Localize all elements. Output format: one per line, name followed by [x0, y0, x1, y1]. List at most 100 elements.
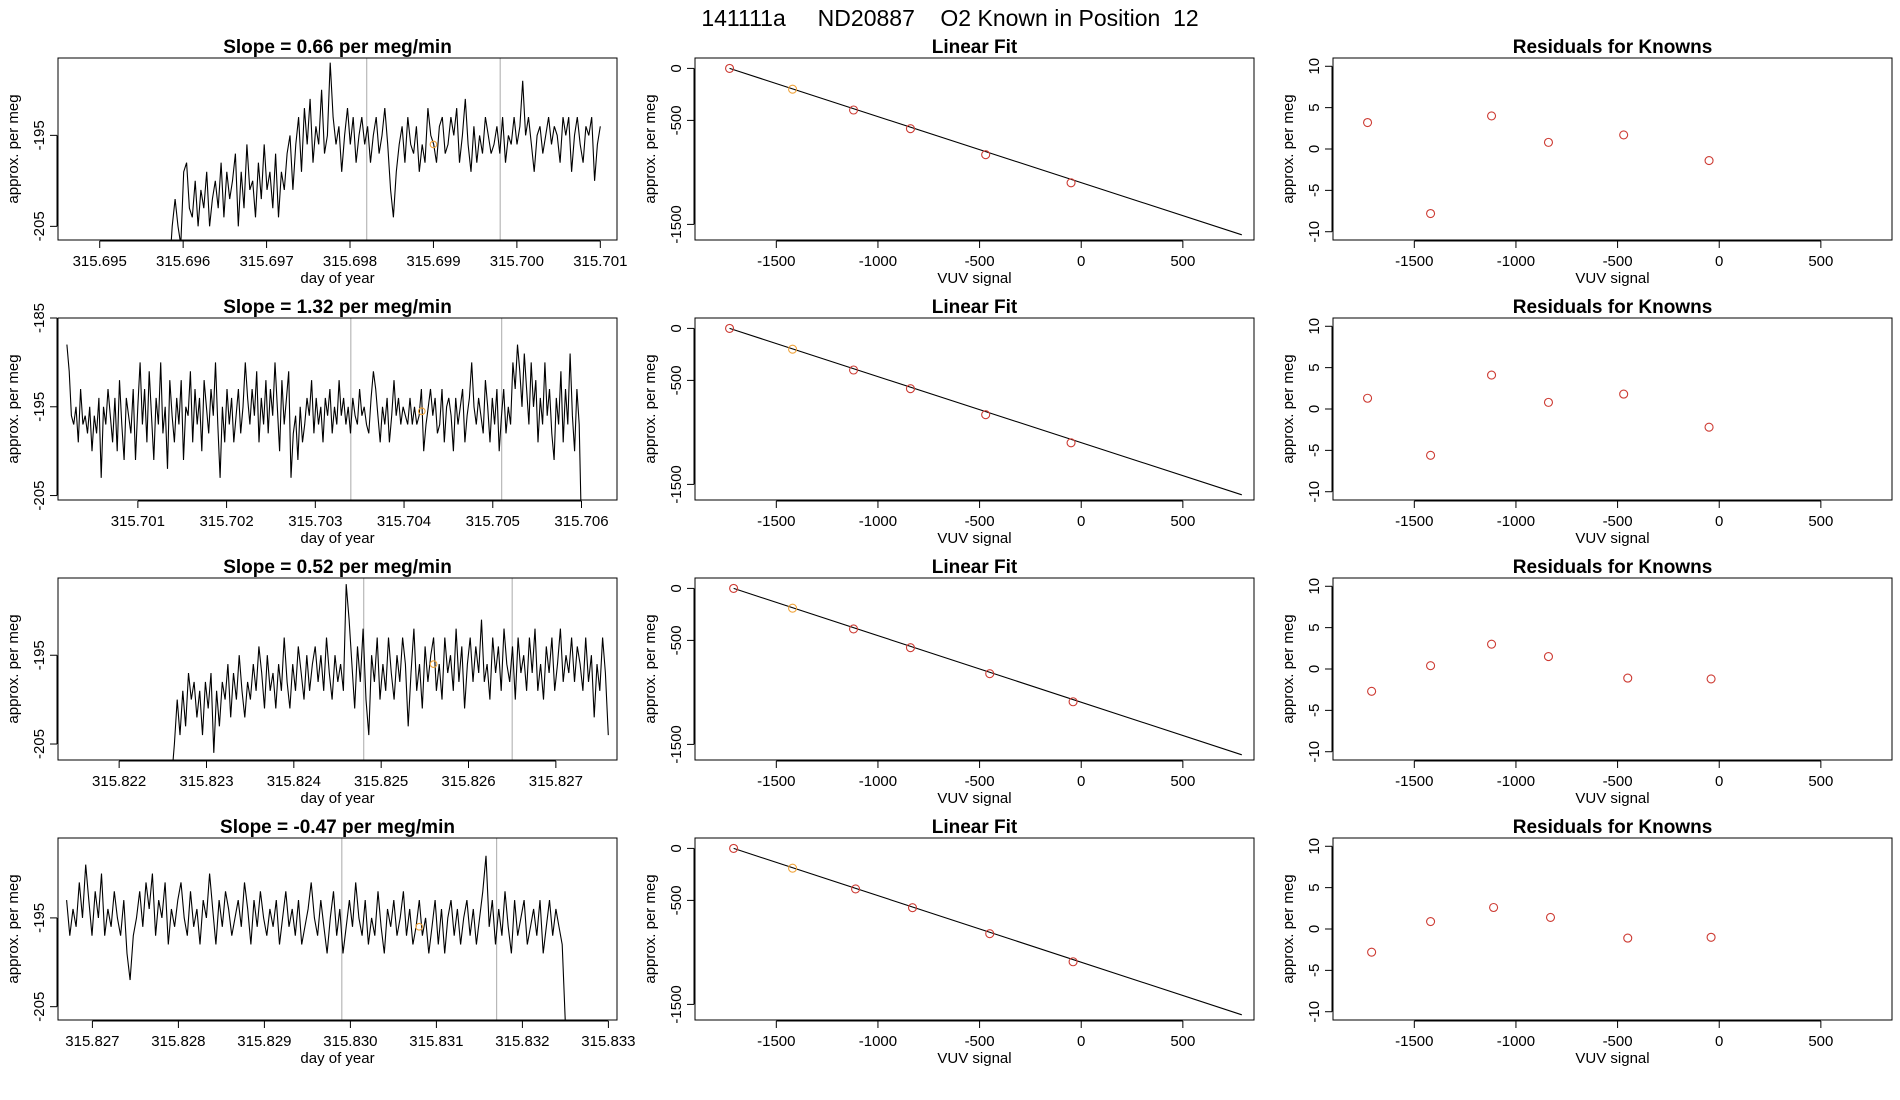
x-tick-label: 315.831 — [409, 1033, 463, 1050]
y-tick-label: 0 — [668, 844, 685, 852]
x-tick-label: 0 — [1077, 513, 1085, 530]
x-tick-label: -1000 — [1497, 513, 1535, 530]
x-tick-label: 315.699 — [406, 253, 460, 270]
y-tick-label: -185 — [31, 303, 48, 333]
x-tick-label: -500 — [965, 1033, 995, 1050]
x-tick-label: 500 — [1808, 773, 1833, 790]
data-point — [1363, 117, 1373, 128]
data-point — [788, 603, 798, 613]
data-point — [1426, 917, 1436, 927]
fit-line — [733, 587, 1242, 756]
y-tick-label: -5 — [1306, 704, 1323, 717]
x-tick-label: 315.701 — [111, 513, 165, 530]
x-axis-title: VUV signal — [937, 1050, 1011, 1067]
x-tick-label: -1000 — [1497, 253, 1535, 270]
data-point — [1543, 137, 1554, 147]
trace-line — [170, 62, 601, 240]
y-axis-title: approx. per meg — [5, 354, 22, 463]
y-tick-label: 5 — [1306, 363, 1323, 371]
x-tick-label: 315.697 — [239, 253, 293, 270]
trace-line — [172, 584, 609, 760]
plot-area — [170, 58, 601, 240]
y-tick-label: -205 — [31, 211, 48, 241]
y-axis-title: approx. per meg — [5, 614, 22, 723]
panel-title: Residuals for Knowns — [1513, 297, 1713, 318]
fit-line — [729, 327, 1242, 496]
data-point — [1068, 957, 1078, 967]
y-axis: -205 -195 approx. per meg — [5, 614, 58, 759]
y-tick-label: -195 — [31, 903, 48, 933]
y-tick-label: -500 — [668, 625, 685, 655]
x-tick-label: -1000 — [1497, 1033, 1535, 1050]
x-axis-title: VUV signal — [937, 790, 1011, 807]
plot-area — [729, 583, 1242, 756]
y-tick-label: -500 — [668, 365, 685, 395]
y-axis-title: approx. per meg — [1280, 614, 1297, 723]
x-axis: -1500 -1000 -500 0 500 VUV signal — [757, 500, 1195, 547]
data-point — [1619, 130, 1629, 140]
x-tick-label: 315.829 — [237, 1033, 291, 1050]
data-point — [981, 410, 991, 420]
data-point — [985, 929, 995, 939]
plot-frame — [57, 577, 618, 761]
y-tick-label: 0 — [1306, 405, 1323, 413]
data-point — [1367, 686, 1377, 696]
y-axis-title: approx. per meg — [642, 94, 659, 203]
x-tick-label: 315.822 — [92, 773, 146, 790]
plot-frame — [57, 837, 618, 1021]
x-tick-label: 500 — [1170, 513, 1195, 530]
y-tick-label: -10 — [1306, 741, 1323, 763]
x-axis-title: VUV signal — [1575, 270, 1649, 287]
data-point — [725, 63, 735, 73]
x-tick-label: -1000 — [859, 253, 897, 270]
x-tick-label: 500 — [1170, 1033, 1195, 1050]
panel-r1-c3: Residuals for Knowns -1500 -1000 -500 0 500 VU… — [1280, 37, 1893, 287]
y-tick-label: -5 — [1306, 444, 1323, 457]
y-tick-label: 5 — [1306, 623, 1323, 631]
data-point — [1543, 652, 1554, 662]
x-axis: -1500 -1000 -500 0 500 VUV signal — [757, 760, 1195, 807]
x-tick-label: 0 — [1715, 253, 1723, 270]
panel-title: Slope = 0.52 per meg/min — [223, 557, 452, 578]
panel-r3-c3: Residuals for Knowns -1500 -1000 -500 0 500 VU… — [1280, 557, 1893, 807]
panel-title: Residuals for Knowns — [1513, 817, 1713, 838]
x-axis-title: VUV signal — [1575, 530, 1649, 547]
data-point — [1706, 932, 1716, 942]
plot-area — [66, 318, 582, 500]
x-axis-title: VUV signal — [1575, 1050, 1649, 1067]
y-tick-label: -10 — [1306, 481, 1323, 503]
y-tick-label: 10 — [1306, 318, 1323, 335]
y-tick-label: 10 — [1306, 58, 1323, 75]
plot-frame — [1332, 577, 1893, 761]
y-axis-title: approx. per meg — [642, 354, 659, 463]
y-axis-title: approx. per meg — [1280, 354, 1297, 463]
plot-frame — [694, 57, 1255, 241]
y-axis-title: approx. per meg — [1280, 94, 1297, 203]
data-point — [788, 84, 798, 94]
plot-frame — [57, 57, 618, 241]
panel-title: Slope = 1.32 per meg/min — [223, 297, 452, 318]
x-axis: -1500 -1000 -500 0 500 VUV signal — [1395, 500, 1833, 547]
x-tick-label: 315.702 — [199, 513, 253, 530]
x-tick-label: 315.700 — [490, 253, 544, 270]
x-axis: 315.827 315.828 315.829 315.830 315.831 315.8… — [65, 1020, 636, 1067]
x-tick-label: 315.825 — [354, 773, 408, 790]
plot-area — [725, 63, 1242, 236]
y-axis: 10 5 0 -5 -10 approx. per meg — [1280, 838, 1333, 1023]
y-tick-label: -205 — [31, 729, 48, 759]
x-axis: 315.701 315.702 315.703 315.704 315.705 315.7… — [111, 500, 609, 547]
x-tick-label: 0 — [1077, 253, 1085, 270]
x-tick-label: -500 — [1603, 253, 1633, 270]
x-axis: -1500 -1000 -500 0 500 VUV signal — [757, 1020, 1195, 1067]
plot-frame — [694, 837, 1255, 1021]
fit-line — [729, 67, 1242, 236]
plot-area — [725, 323, 1242, 496]
panel-title: Linear Fit — [932, 297, 1018, 318]
data-point — [849, 365, 859, 375]
